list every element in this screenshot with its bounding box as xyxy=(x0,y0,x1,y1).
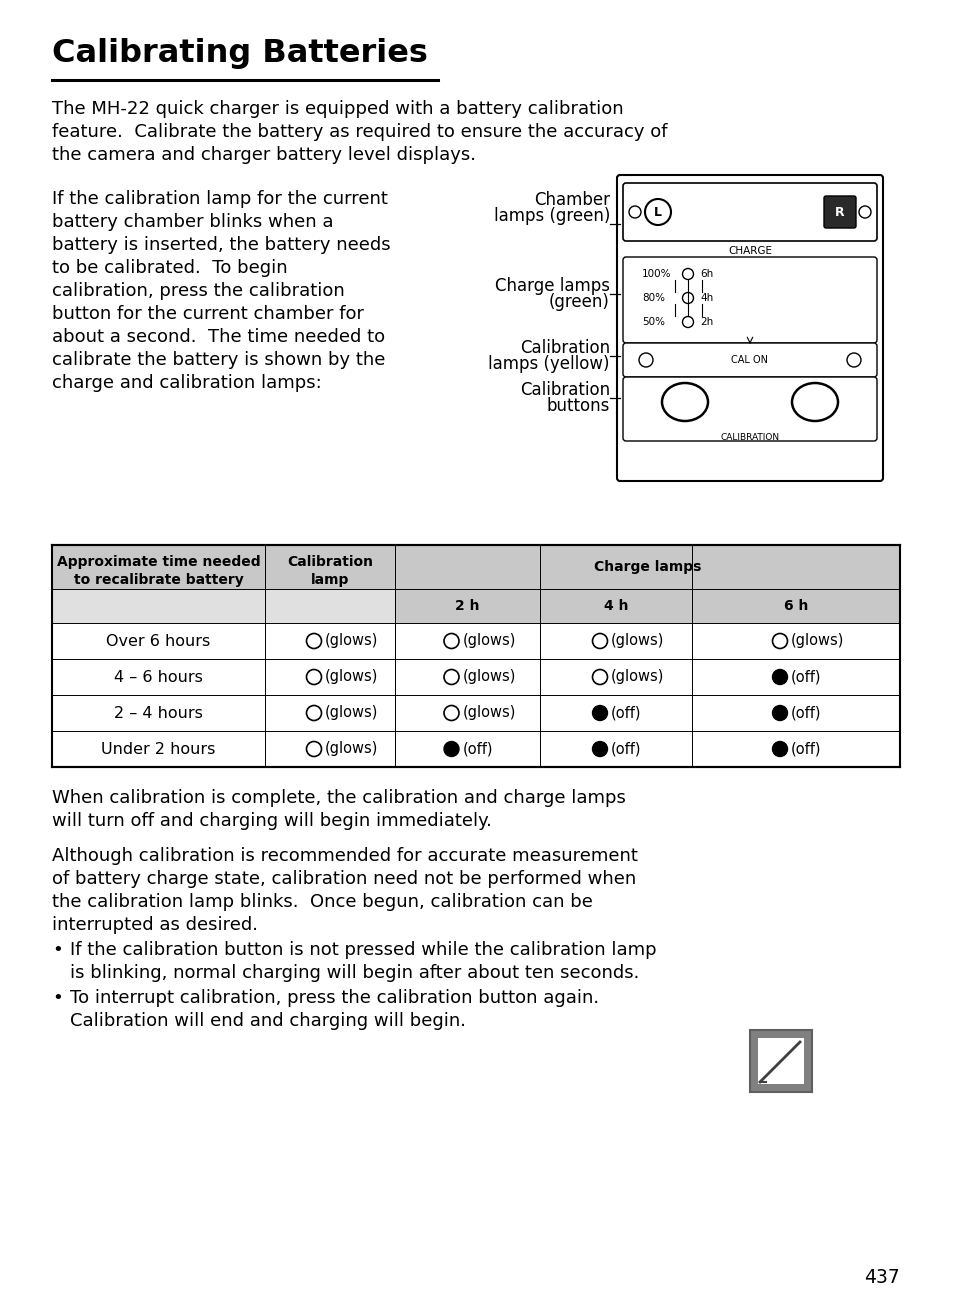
Text: (off): (off) xyxy=(790,670,821,685)
Text: 2 – 4 hours: 2 – 4 hours xyxy=(114,706,203,720)
Text: Calibration: Calibration xyxy=(519,381,609,399)
Text: 437: 437 xyxy=(863,1268,899,1286)
Text: battery chamber blinks when a: battery chamber blinks when a xyxy=(52,213,334,231)
Text: (glows): (glows) xyxy=(325,706,378,720)
Text: 4h: 4h xyxy=(700,293,713,304)
Text: Under 2 hours: Under 2 hours xyxy=(101,741,215,757)
Text: interrupted as desired.: interrupted as desired. xyxy=(52,916,257,934)
Text: (glows): (glows) xyxy=(610,670,663,685)
Text: charge and calibration lamps:: charge and calibration lamps: xyxy=(52,374,321,392)
FancyBboxPatch shape xyxy=(622,343,876,377)
Text: lamps (yellow): lamps (yellow) xyxy=(488,355,609,373)
Text: Approximate time needed: Approximate time needed xyxy=(56,555,260,569)
Text: calibrate the battery is shown by the: calibrate the battery is shown by the xyxy=(52,351,385,369)
Text: 6h: 6h xyxy=(700,269,713,279)
Text: CALIBRATION: CALIBRATION xyxy=(720,434,779,442)
Text: •: • xyxy=(52,941,63,959)
Text: is blinking, normal charging will begin after about ten seconds.: is blinking, normal charging will begin … xyxy=(70,964,639,982)
Text: If the calibration lamp for the current: If the calibration lamp for the current xyxy=(52,191,388,208)
Circle shape xyxy=(443,741,458,757)
Text: 2h: 2h xyxy=(700,317,713,327)
Text: 100%: 100% xyxy=(641,269,671,279)
Text: L: L xyxy=(654,205,661,218)
Text: (glows): (glows) xyxy=(462,670,516,685)
Text: (off): (off) xyxy=(790,706,821,720)
Text: buttons: buttons xyxy=(546,397,609,415)
Text: (off): (off) xyxy=(610,706,640,720)
Text: of battery charge state, calibration need not be performed when: of battery charge state, calibration nee… xyxy=(52,870,636,888)
Bar xyxy=(749,1030,811,1092)
Text: (glows): (glows) xyxy=(325,670,378,685)
Text: Over 6 hours: Over 6 hours xyxy=(107,633,211,649)
Text: When calibration is complete, the calibration and charge lamps: When calibration is complete, the calibr… xyxy=(52,788,625,807)
Text: 2 h: 2 h xyxy=(455,599,479,614)
Text: (off): (off) xyxy=(610,741,640,757)
Text: battery is inserted, the battery needs: battery is inserted, the battery needs xyxy=(52,237,390,254)
Text: will turn off and charging will begin immediately.: will turn off and charging will begin im… xyxy=(52,812,492,830)
Circle shape xyxy=(772,706,786,720)
Text: (glows): (glows) xyxy=(325,741,378,757)
FancyBboxPatch shape xyxy=(622,258,876,343)
Bar xyxy=(52,589,395,623)
Text: CHARGE: CHARGE xyxy=(727,246,771,256)
Text: 6 h: 6 h xyxy=(783,599,807,614)
Circle shape xyxy=(772,741,786,757)
FancyBboxPatch shape xyxy=(617,175,882,481)
Text: lamps (green): lamps (green) xyxy=(493,208,609,225)
Text: Charge lamps: Charge lamps xyxy=(593,560,700,574)
Text: Calibrating Batteries: Calibrating Batteries xyxy=(52,38,428,70)
Text: calibration, press the calibration: calibration, press the calibration xyxy=(52,283,344,300)
Text: (off): (off) xyxy=(790,741,821,757)
Text: CAL ON: CAL ON xyxy=(731,355,768,365)
FancyBboxPatch shape xyxy=(622,377,876,442)
Text: (glows): (glows) xyxy=(462,633,516,649)
Text: Although calibration is recommended for accurate measurement: Although calibration is recommended for … xyxy=(52,848,638,865)
Text: 4 h: 4 h xyxy=(603,599,628,614)
FancyBboxPatch shape xyxy=(823,196,855,229)
Text: the calibration lamp blinks.  Once begun, calibration can be: the calibration lamp blinks. Once begun,… xyxy=(52,894,592,911)
Text: •: • xyxy=(52,989,63,1007)
Text: To interrupt calibration, press the calibration button again.: To interrupt calibration, press the cali… xyxy=(70,989,598,1007)
Text: lamp: lamp xyxy=(311,573,349,587)
Bar xyxy=(52,545,899,589)
Text: 4 – 6 hours: 4 – 6 hours xyxy=(114,670,203,685)
Text: (glows): (glows) xyxy=(790,633,843,649)
Text: Calibration will end and charging will begin.: Calibration will end and charging will b… xyxy=(70,1012,465,1030)
Circle shape xyxy=(592,741,607,757)
Text: (glows): (glows) xyxy=(610,633,663,649)
Text: to recalibrate battery: to recalibrate battery xyxy=(73,573,243,587)
FancyBboxPatch shape xyxy=(622,183,876,240)
Text: If the calibration button is not pressed while the calibration lamp: If the calibration button is not pressed… xyxy=(70,941,656,959)
Text: button for the current chamber for: button for the current chamber for xyxy=(52,305,364,323)
Bar xyxy=(265,589,899,623)
Text: the camera and charger battery level displays.: the camera and charger battery level dis… xyxy=(52,146,476,164)
Text: R: R xyxy=(834,205,844,218)
Circle shape xyxy=(592,706,607,720)
Text: 80%: 80% xyxy=(641,293,664,304)
Text: about a second.  The time needed to: about a second. The time needed to xyxy=(52,328,385,346)
Text: feature.  Calibrate the battery as required to ensure the accuracy of: feature. Calibrate the battery as requir… xyxy=(52,124,667,141)
Text: Calibration: Calibration xyxy=(287,555,373,569)
Text: (green): (green) xyxy=(549,293,609,311)
Text: Charge lamps: Charge lamps xyxy=(495,277,609,296)
Text: (glows): (glows) xyxy=(325,633,378,649)
Text: 50%: 50% xyxy=(641,317,664,327)
Circle shape xyxy=(772,670,786,685)
Text: Chamber: Chamber xyxy=(534,191,609,209)
Text: Calibration: Calibration xyxy=(519,339,609,357)
Text: to be calibrated.  To begin: to be calibrated. To begin xyxy=(52,259,287,277)
Text: The MH-22 quick charger is equipped with a battery calibration: The MH-22 quick charger is equipped with… xyxy=(52,100,623,118)
Bar xyxy=(758,1038,803,1084)
Text: (off): (off) xyxy=(462,741,493,757)
Text: (glows): (glows) xyxy=(462,706,516,720)
